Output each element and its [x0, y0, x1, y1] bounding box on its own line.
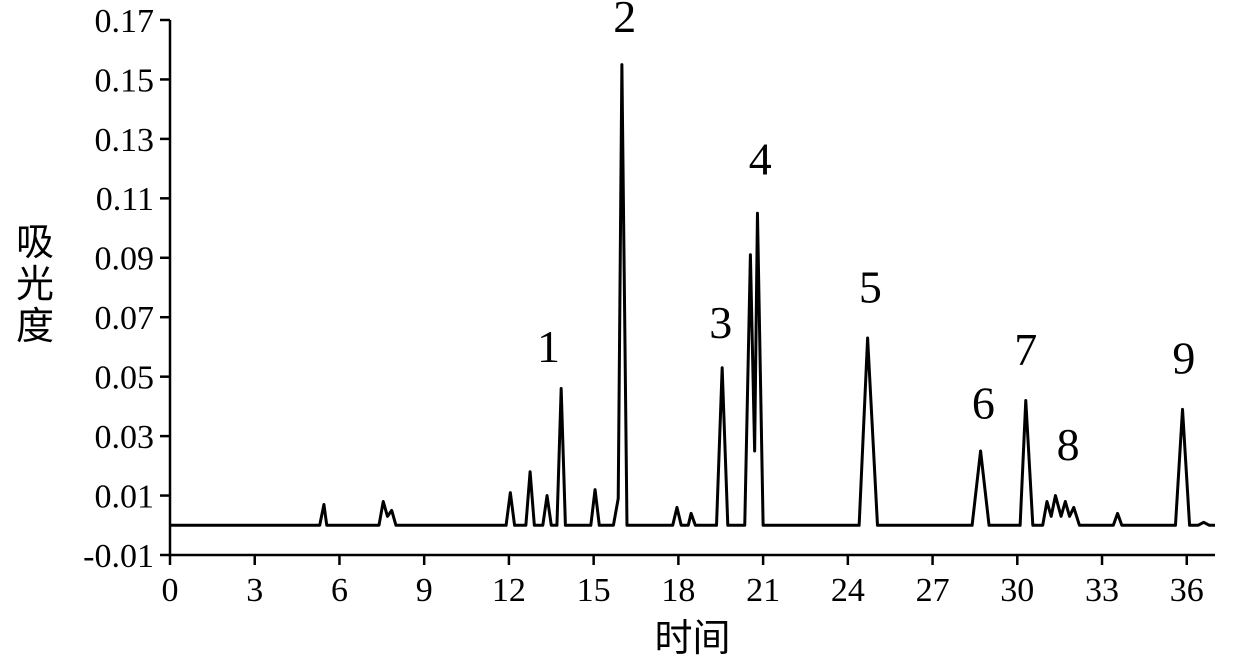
peak-label: 6	[972, 377, 995, 428]
x-tick-label: 33	[1085, 572, 1119, 609]
x-tick-label: 18	[661, 572, 695, 609]
x-tick-label: 21	[746, 572, 780, 609]
y-axis-label-char: 吸	[16, 222, 54, 264]
x-tick-label: 0	[162, 572, 179, 609]
y-tick-label: 0.05	[95, 360, 155, 397]
x-tick-label: 27	[916, 572, 950, 609]
peak-label: 7	[1014, 324, 1037, 375]
y-tick-label: 0.13	[95, 122, 155, 159]
y-tick-label: 0.07	[95, 300, 155, 337]
chromatogram-chart: { "chart": { "type": "line", "width": 12…	[0, 0, 1240, 660]
x-tick-label: 30	[1000, 572, 1034, 609]
y-tick-label: 0.17	[95, 3, 155, 40]
peak-label: 4	[749, 134, 772, 185]
peak-label: 2	[613, 0, 636, 42]
peak-label: 3	[709, 297, 732, 348]
x-tick-label: 36	[1170, 572, 1204, 609]
y-axis-label-char: 度	[16, 306, 54, 348]
y-tick-label: 0.01	[95, 478, 155, 515]
y-tick-label: 0.09	[95, 241, 155, 278]
chart-svg: 0369121518212427303336-0.010.010.030.050…	[0, 0, 1240, 660]
x-tick-label: 6	[331, 572, 348, 609]
peak-label: 5	[859, 261, 882, 312]
y-tick-label: 0.11	[96, 181, 154, 218]
y-tick-label: 0.15	[95, 62, 155, 99]
peak-label: 9	[1172, 333, 1195, 384]
y-axis-label-char: 光	[16, 264, 54, 306]
y-tick-label: 0.03	[95, 419, 155, 456]
x-tick-label: 24	[831, 572, 865, 609]
peak-label: 8	[1057, 419, 1080, 470]
x-tick-label: 12	[492, 572, 526, 609]
x-tick-label: 15	[577, 572, 611, 609]
x-tick-label: 3	[246, 572, 263, 609]
x-tick-label: 9	[416, 572, 433, 609]
y-tick-label: -0.01	[83, 538, 154, 575]
x-axis-label: 时间	[654, 618, 730, 660]
peak-label: 1	[537, 321, 560, 372]
